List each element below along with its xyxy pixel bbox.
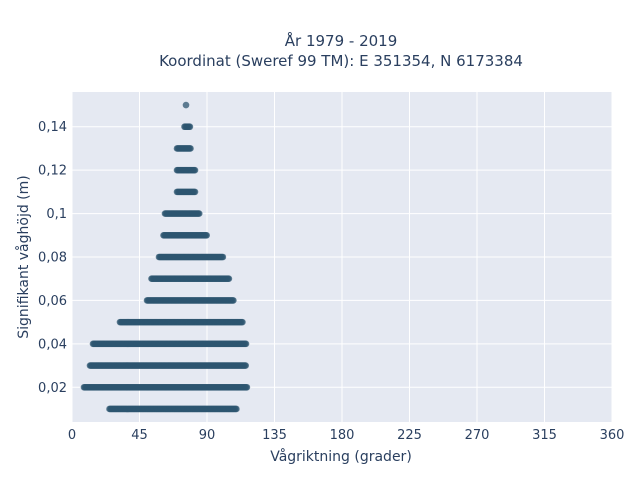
- scatter-point: [186, 123, 194, 131]
- x-tick-label: 360: [600, 428, 625, 443]
- scatter-point: [230, 297, 237, 304]
- x-tick-label: 0: [68, 428, 76, 443]
- chart-title-line2: Koordinat (Sweref 99 TM): E 351354, N 61…: [159, 52, 523, 70]
- y-tick-label: 0,14: [38, 120, 67, 135]
- scatter-point: [239, 318, 246, 326]
- scatter-band: [80, 383, 251, 391]
- y-tick-label: 0,08: [38, 251, 67, 266]
- y-tick-label: 0,06: [38, 294, 67, 309]
- scatter-band: [106, 405, 240, 413]
- x-tick-label: 315: [532, 428, 557, 443]
- x-tick-label: 135: [262, 428, 287, 443]
- scatter-point: [242, 340, 250, 348]
- x-tick-label: 180: [330, 428, 355, 443]
- scatter-band: [161, 210, 203, 217]
- y-tick-label: 0,02: [38, 381, 67, 396]
- scatter-point: [242, 362, 249, 369]
- scatter-band: [181, 123, 194, 131]
- scatter-band: [116, 318, 246, 326]
- scatter-point: [191, 188, 199, 196]
- data-points: [80, 101, 251, 413]
- scatter-point: [187, 145, 194, 152]
- x-axis-ticks: 0 45 90 135 180 225 270 315 360: [68, 428, 625, 443]
- y-tick-label: 0,04: [38, 337, 67, 352]
- x-tick-label: 90: [199, 428, 216, 443]
- x-axis-label: Vågriktning (grader): [270, 448, 412, 465]
- scatter-point: [233, 405, 240, 413]
- scatter-point: [203, 231, 210, 239]
- scatter-point: [182, 101, 190, 109]
- scatter-band: [160, 231, 210, 239]
- y-tick-label: 0,12: [38, 164, 67, 179]
- y-tick-label: 0,1: [46, 207, 67, 222]
- y-axis-ticks: 0,02 0,04 0,06 0,08 0,1 0,12 0,14: [38, 120, 67, 396]
- scatter-point: [191, 166, 199, 174]
- scatter-point: [225, 275, 233, 283]
- scatter-band: [173, 145, 194, 152]
- y-axis-label: Signifikant våghöjd (m): [15, 175, 32, 338]
- scatter-band: [155, 253, 227, 261]
- grid-lines: [71, 92, 613, 422]
- scatter-point: [195, 210, 203, 217]
- scatter-band: [182, 101, 190, 109]
- scatter-point: [219, 253, 227, 261]
- chart-title-line1: År 1979 - 2019: [285, 31, 398, 50]
- scatter-band: [143, 297, 237, 304]
- x-tick-label: 225: [397, 428, 422, 443]
- scatter-band: [89, 340, 250, 348]
- scatter-band: [148, 275, 233, 283]
- x-tick-label: 45: [131, 428, 148, 443]
- scatter-band: [86, 362, 249, 369]
- x-tick-label: 270: [465, 428, 490, 443]
- scatter-band: [173, 166, 199, 174]
- scatter-point: [243, 383, 251, 391]
- scatter-band: [173, 188, 199, 196]
